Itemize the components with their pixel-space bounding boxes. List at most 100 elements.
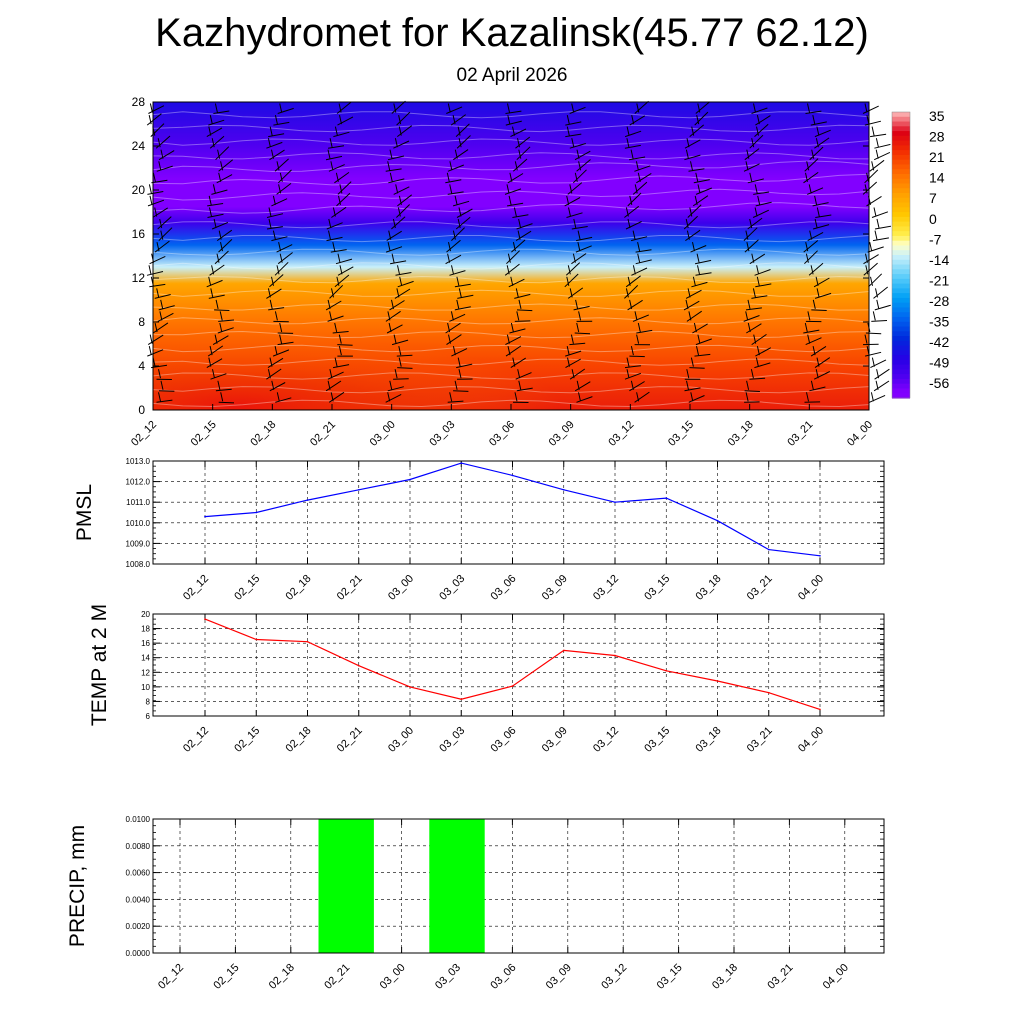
wind-barb [685,229,701,242]
wind-barb [516,299,533,312]
wind-barb [272,345,290,357]
wind-barb [569,334,586,346]
wind-barb [158,149,175,161]
wind-barb [695,265,712,276]
wind-barb [567,182,583,195]
wind-barb [624,138,641,149]
wind-barb [397,194,413,207]
colorbar-swatch [892,297,910,304]
wind-barb [754,357,771,369]
isotherm-contour [152,124,870,133]
wind-barb [275,392,292,403]
wind-barb [396,125,413,137]
colorbar-swatch [892,331,910,337]
x-tick-label: 02_18 [284,725,314,755]
x-tick-label: 03_06 [489,573,519,603]
colorbar-swatch [892,393,910,399]
colorbar-swatch [892,250,910,256]
x-tick-label: 03_21 [745,725,775,755]
colorbar-swatch [892,188,910,194]
wind-barb [388,172,405,184]
wind-barb [152,207,168,218]
wind-barb [274,158,289,172]
x-tick-label: 04_00 [845,419,875,449]
wind-barb [393,138,410,149]
x-tick-label: 03_18 [694,573,724,603]
wind-barb [512,158,528,172]
y-tick-label: 10 [141,683,150,692]
wind-barb [751,333,767,346]
wind-barb [446,103,463,114]
colorbar-swatch [892,159,910,166]
wind-barb [206,126,223,138]
temp-2m-panel: 6 8 10 12 14 16 18 20 02_12 02_15 02_18 02_21 03_00 0… [88,604,885,755]
wind-barb [683,215,698,230]
colorbar-swatch [892,316,910,323]
wind-barb [453,149,469,161]
wind-barb [862,181,878,195]
wind-barb [809,146,824,161]
isotherm-contour [152,152,870,160]
wind-barb [627,299,643,311]
x-tick-label: 03_03 [437,573,467,603]
wind-barb [803,240,819,253]
wind-barb [624,126,642,138]
wind-barb [873,380,890,392]
colorbar-swatch [892,235,910,242]
wind-barb [694,345,711,357]
wind-barb [269,380,286,392]
wind-barb [514,288,531,299]
y-tick-label: 6 [146,712,151,721]
x-tick-label: 04_00 [821,962,851,992]
wind-barb [864,169,879,184]
isotherm-contour [152,372,870,380]
wind-barb [809,380,826,392]
isotherm-contour [152,262,870,270]
wind-barb [207,195,224,207]
wind-barb [747,217,763,230]
colorbar-swatch [892,131,910,137]
wind-barb [624,285,639,299]
colorbar-label: -49 [929,355,949,371]
colorbar-swatch [892,116,910,123]
x-tick-label: 03_15 [642,725,672,755]
colorbar-swatch [892,202,910,208]
wind-barb [874,299,891,311]
pmsl-axis-label: PMSL [73,484,96,541]
wind-barb [209,135,225,149]
wind-barb [871,311,888,322]
wind-barb [506,250,520,265]
wind-barb [695,101,711,114]
wind-barb [211,218,229,230]
wind-barb [213,103,230,114]
x-tick-label: 02_12 [181,573,211,603]
wind-barb [457,288,474,299]
wind-barb [744,380,760,392]
wind-barb [516,380,533,392]
wind-barb [684,138,701,149]
wind-barb [744,148,760,161]
wind-barb [686,310,702,322]
colorbar-swatch [892,207,910,213]
isotherm-contour [152,330,870,339]
colorbar-label: -35 [929,314,949,330]
wind-barb [386,230,402,242]
wind-barb [212,334,229,346]
x-tick-label: 03_06 [489,725,519,755]
y-tick-label: 12 [132,271,146,285]
wind-barb [812,218,830,230]
wind-barb [385,392,402,403]
wind-barb [148,103,165,114]
x-tick-label: 02_12 [181,725,211,755]
wind-barb [336,101,352,114]
wind-barb [872,230,889,242]
wind-barb [218,392,235,404]
wind-barb [445,322,461,334]
wind-barb [266,368,282,380]
wind-barb [694,253,712,265]
wind-barb [569,103,586,114]
x-tick-label: 02_15 [211,962,241,992]
wind-barb [271,195,288,207]
x-tick-label: 03_18 [726,419,756,449]
wind-barb [391,216,406,230]
